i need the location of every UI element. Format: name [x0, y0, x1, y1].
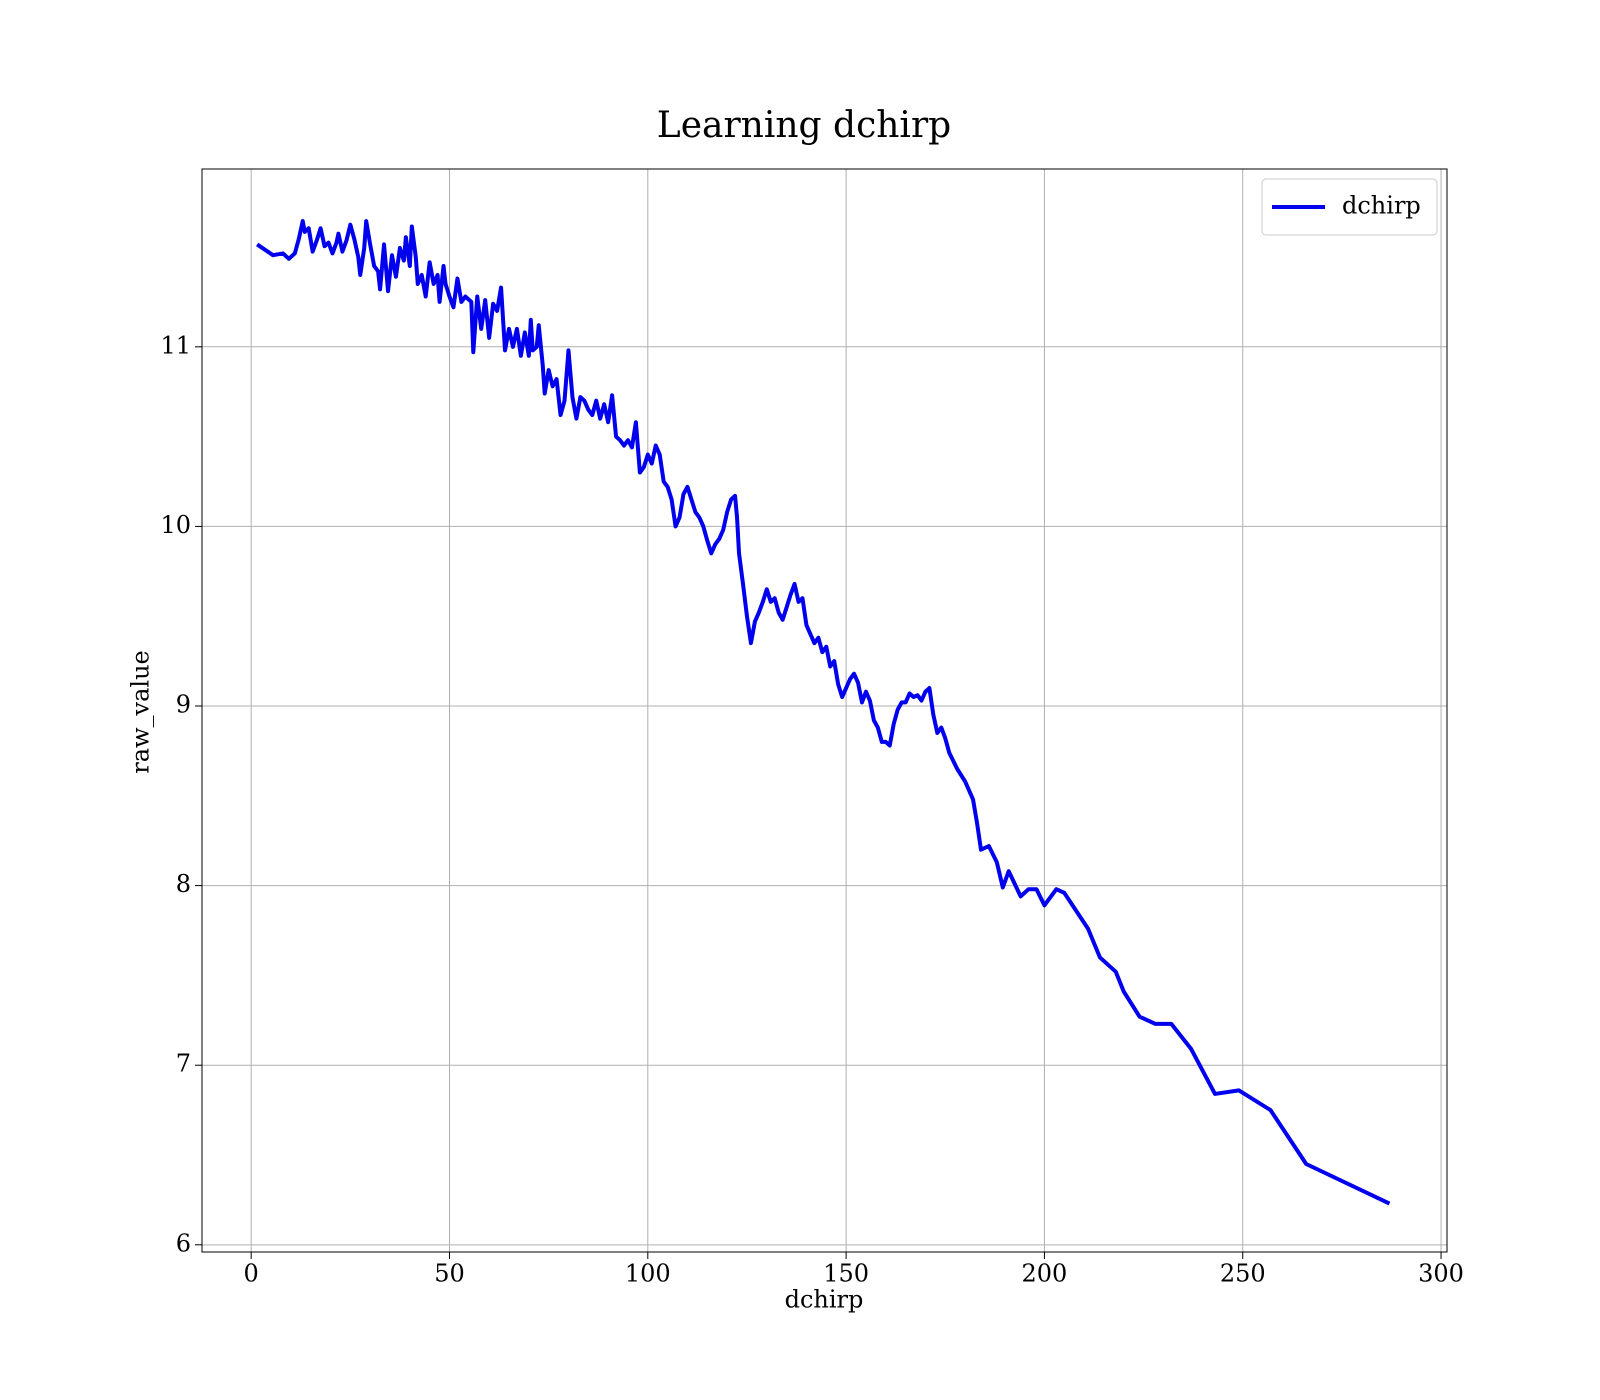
chart-title: Learning dchirp: [657, 105, 951, 146]
y-tick-label: 8: [176, 870, 191, 898]
y-tick-label: 9: [176, 691, 191, 719]
y-tick-label: 7: [176, 1050, 191, 1078]
x-tick-label: 50: [434, 1260, 465, 1288]
legend-label: dchirp: [1342, 192, 1421, 220]
y-tick-label: 11: [160, 331, 191, 359]
x-tick-label: 300: [1418, 1260, 1464, 1288]
legend-box: [1261, 178, 1438, 236]
x-tick-label: 100: [625, 1260, 671, 1288]
plot-frame: [201, 168, 1448, 1253]
x-tick-label: 250: [1220, 1260, 1266, 1288]
x-tick-label: 150: [823, 1260, 869, 1288]
y-tick-label: 6: [176, 1229, 191, 1257]
line-series: [256, 219, 1391, 1206]
x-axis-label: dchirp: [785, 1286, 864, 1314]
x-tick-label: 200: [1022, 1260, 1068, 1288]
y-axis-label: raw_value: [127, 650, 155, 774]
x-tick-label: 0: [244, 1260, 259, 1288]
y-tick-label: 10: [160, 511, 191, 539]
